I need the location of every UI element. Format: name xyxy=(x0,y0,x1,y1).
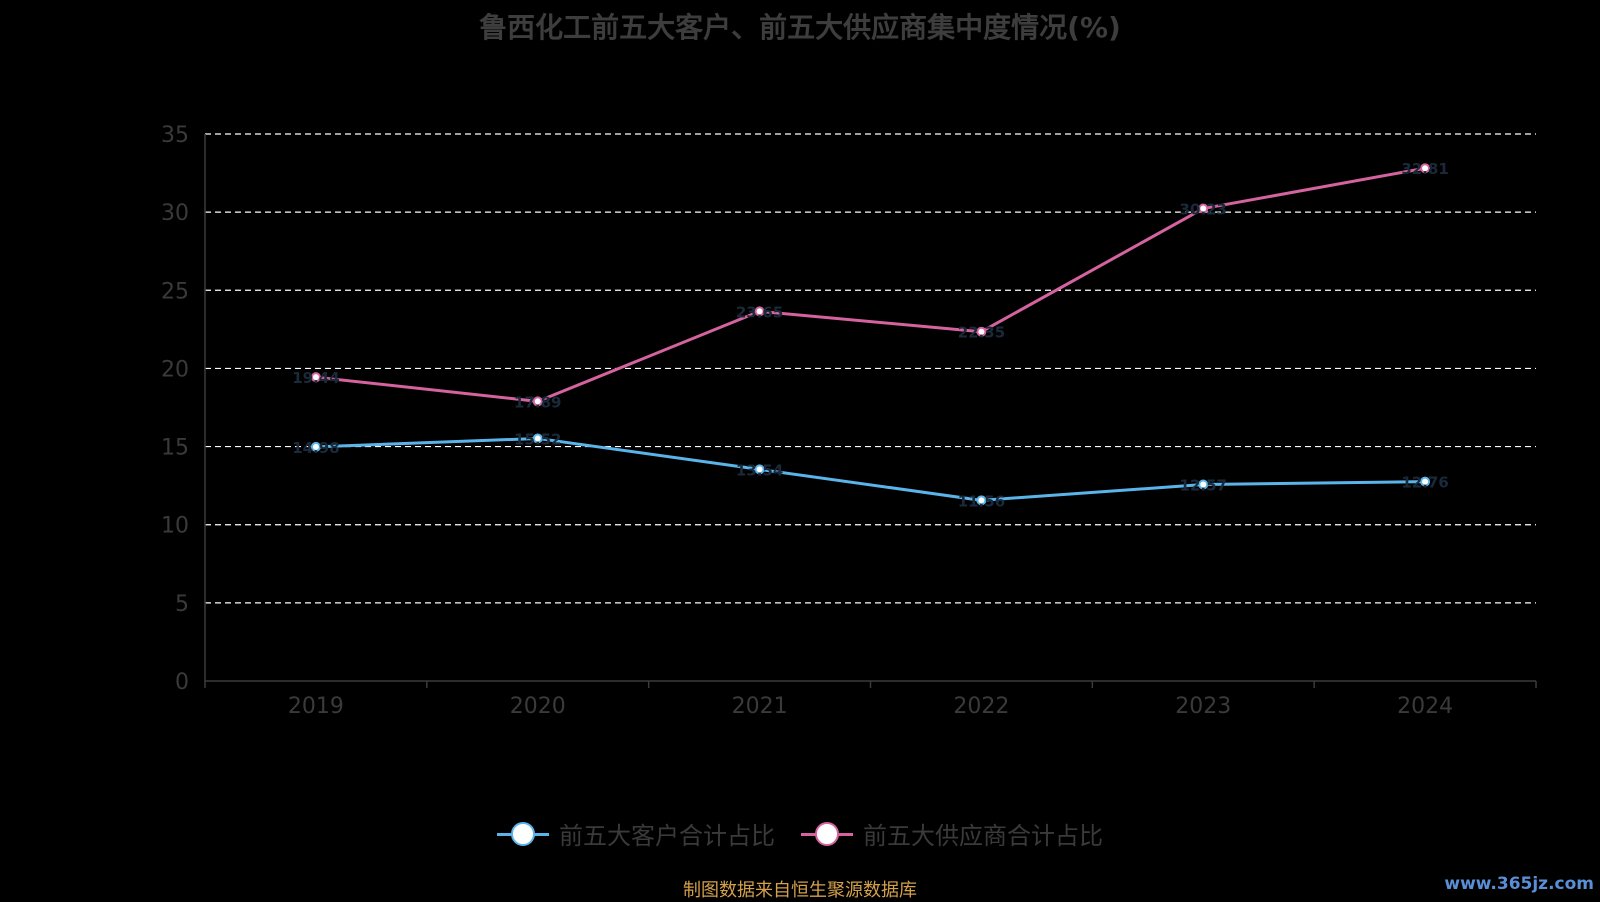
data-label-0-0: 14.98 xyxy=(292,439,339,457)
grid-layer xyxy=(205,133,1536,604)
data-label-1-2: 23.65 xyxy=(736,303,783,321)
x-tick-label-4: 2023 xyxy=(1175,694,1231,719)
data-point-0-2 xyxy=(754,464,765,475)
legend-item-suppliers[interactable]: 前五大供应商合计占比 xyxy=(801,816,1103,851)
y-tick-label-4: 20 xyxy=(161,357,189,382)
x-tick-label-5: 2024 xyxy=(1397,694,1453,719)
watermark-text: www.365jz.com xyxy=(1444,874,1594,894)
y-tick-label-0: 0 xyxy=(175,670,189,695)
y-tick-label-7: 35 xyxy=(161,123,189,148)
chart-title: 鲁西化工前五大客户、前五大供应商集中度情况(%) xyxy=(479,11,1121,44)
legend-marker-suppliers xyxy=(801,819,853,849)
data-label-0-5: 12.76 xyxy=(1401,474,1448,492)
data-point-0-5 xyxy=(1420,476,1431,487)
data-label-0-1: 15.52 xyxy=(514,430,561,448)
y-tick-label-6: 30 xyxy=(161,201,189,226)
legend-marker-customers xyxy=(497,819,549,849)
data-point-1-3 xyxy=(976,326,987,337)
axis-layer: 0 5 10 15 20 25 30 35 2019 2020 2021 2022 2023 2024 xyxy=(161,123,1537,719)
data-label-0-2: 13.54 xyxy=(736,461,783,479)
data-point-0-3 xyxy=(976,495,987,506)
data-point-1-5 xyxy=(1420,163,1431,174)
y-tick-label-3: 15 xyxy=(161,436,189,461)
data-label-1-4: 30.23 xyxy=(1180,201,1227,219)
y-tick-label-2: 10 xyxy=(161,514,189,539)
data-point-1-2 xyxy=(754,306,765,317)
data-point-0-1 xyxy=(532,433,543,444)
data-point-1-1 xyxy=(532,396,543,407)
data-label-1-0: 19.44 xyxy=(292,369,339,387)
data-point-0-4 xyxy=(1198,479,1209,490)
series-line-0 xyxy=(315,436,1426,502)
data-label-1-1: 17.89 xyxy=(514,393,561,411)
x-tick-label-0: 2019 xyxy=(288,694,344,719)
source-note: 制图数据来自恒生聚源数据库 xyxy=(683,880,917,901)
x-tick-label-3: 2022 xyxy=(953,694,1009,719)
data-point-0-0 xyxy=(310,441,321,452)
data-point-1-4 xyxy=(1198,203,1209,214)
data-label-0-3: 11.56 xyxy=(958,492,1005,510)
x-tick-label-1: 2020 xyxy=(510,694,566,719)
y-tick-label-5: 25 xyxy=(161,279,189,304)
data-label-0-4: 12.57 xyxy=(1180,477,1227,495)
data-label-1-3: 22.35 xyxy=(958,324,1005,342)
series-line-1 xyxy=(315,166,1426,403)
y-tick-label-1: 5 xyxy=(175,592,189,617)
x-tick-label-2: 2021 xyxy=(732,694,788,719)
data-point-1-0 xyxy=(310,372,321,383)
legend-item-customers[interactable]: 前五大客户合计占比 xyxy=(497,816,775,851)
series-layer: 14.98 15.52 13.54 11.56 12.57 12.76 19.44 17.89… xyxy=(292,160,1449,510)
legend-label-suppliers: 前五大供应商合计占比 xyxy=(863,822,1103,850)
data-label-1-5: 32.81 xyxy=(1401,160,1448,178)
legend-label-customers: 前五大客户合计占比 xyxy=(559,822,775,850)
legend: 前五大客户合计占比 前五大供应商合计占比 xyxy=(0,816,1600,851)
